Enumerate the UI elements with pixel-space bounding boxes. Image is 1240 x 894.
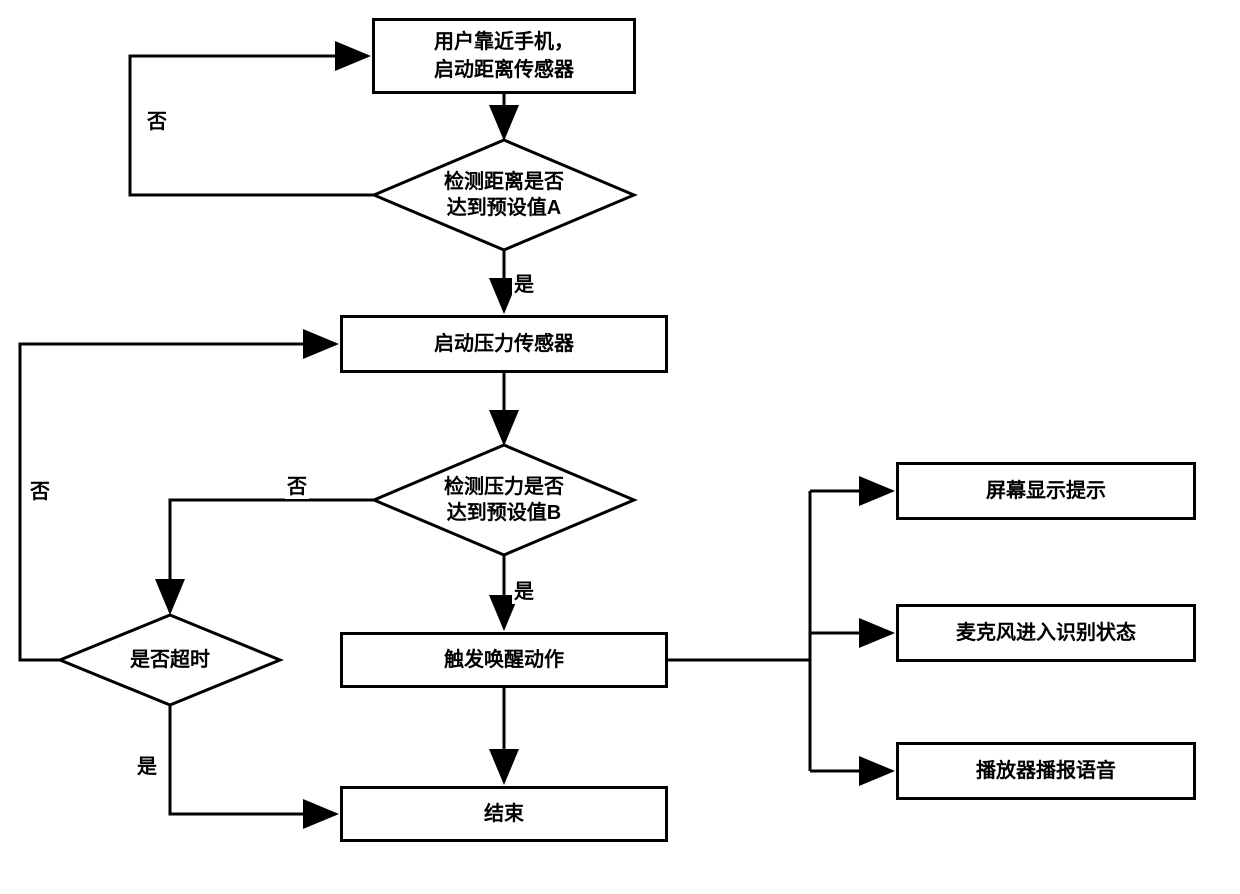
node-text: 麦克风进入识别状态 bbox=[956, 619, 1136, 647]
label-no-2: 否 bbox=[285, 470, 309, 499]
node-text: 用户靠近手机，启动距离传感器 bbox=[434, 28, 574, 84]
node-text: 启动压力传感器 bbox=[434, 330, 574, 358]
node-text: 屏幕显示提示 bbox=[986, 477, 1106, 505]
node-screen-display: 屏幕显示提示 bbox=[896, 462, 1196, 520]
node-end: 结束 bbox=[340, 786, 668, 842]
node-player-voice: 播放器播报语音 bbox=[896, 742, 1196, 800]
label-yes-1: 是 bbox=[512, 268, 536, 297]
decision-distance: 检测距离是否达到预设值A bbox=[374, 140, 634, 250]
label-no-3: 否 bbox=[28, 475, 52, 504]
node-text: 检测压力是否达到预设值B bbox=[444, 474, 564, 526]
node-text: 结束 bbox=[484, 800, 524, 828]
node-microphone: 麦克风进入识别状态 bbox=[896, 604, 1196, 662]
node-text: 是否超时 bbox=[130, 647, 210, 673]
label-yes-3: 是 bbox=[135, 750, 159, 779]
node-text: 触发唤醒动作 bbox=[444, 646, 564, 674]
decision-pressure: 检测压力是否达到预设值B bbox=[374, 445, 634, 555]
node-text: 播放器播报语音 bbox=[976, 757, 1116, 785]
node-pressure-sensor: 启动压力传感器 bbox=[340, 315, 668, 373]
decision-timeout: 是否超时 bbox=[60, 615, 280, 705]
node-trigger-wake: 触发唤醒动作 bbox=[340, 632, 668, 688]
label-yes-2: 是 bbox=[512, 575, 536, 604]
node-start: 用户靠近手机，启动距离传感器 bbox=[372, 18, 636, 94]
node-text: 检测距离是否达到预设值A bbox=[444, 169, 564, 221]
label-no-1: 否 bbox=[145, 105, 169, 134]
